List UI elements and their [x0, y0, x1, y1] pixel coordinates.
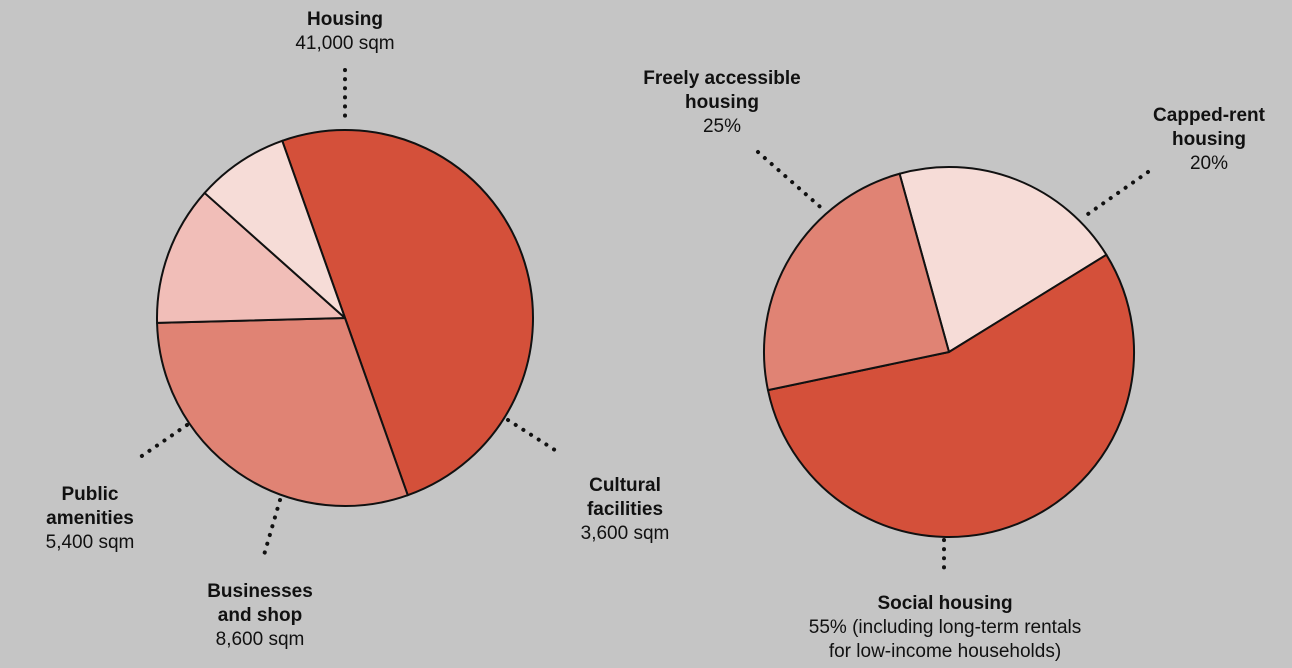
label-capped-rent-housing-name: Capped-rent housing [1153, 105, 1265, 150]
label-housing-name: Housing [307, 9, 383, 30]
label-cultural-facilities-value: 3,600 sqm [580, 523, 670, 544]
leader-lines [134, 68, 1150, 574]
pie-slice-housing [281, 129, 534, 497]
pie-slice-cultural-facilities [156, 317, 409, 507]
label-cultural-facilities-name: Cultural facilities [586, 475, 664, 520]
pie-chart-housing-mix [763, 166, 1135, 538]
leader-cultural-facilities [506, 418, 560, 454]
label-freely-accessible-housing-name: Freely accessible housing [643, 68, 801, 113]
pie-slice-capped-rent-housing [898, 166, 1108, 353]
label-housing-value: 41,000 sqm [295, 33, 395, 54]
label-cultural-facilities: Cultural facilities 3,600 sqm [555, 474, 695, 546]
leader-public-amenities [134, 423, 189, 462]
leader-businesses-and-shop [262, 498, 282, 557]
pie-chart-floor-area [156, 129, 534, 507]
pie-slice-public-amenities [203, 139, 346, 319]
label-businesses-and-shop-value: 8,600 sqm [215, 629, 305, 650]
label-public-amenities: Public amenities 5,400 sqm [20, 483, 160, 555]
label-businesses-and-shop-name: Businesses and shop [207, 581, 313, 626]
label-public-amenities-name: Public amenities [46, 484, 134, 529]
label-freely-accessible-housing: Freely accessible housing 25% [612, 67, 832, 139]
pie-slice-businesses-and-shop [156, 191, 346, 324]
label-housing: Housing 41,000 sqm [270, 8, 420, 56]
pie-slice-freely-accessible-housing [763, 172, 950, 392]
label-social-housing-name: Social housing [877, 593, 1013, 614]
label-public-amenities-value: 5,400 sqm [45, 532, 135, 553]
leader-freely-accessible-housing [756, 150, 828, 214]
label-capped-rent-housing: Capped-rent housing 20% [1134, 104, 1284, 176]
label-businesses-and-shop: Businesses and shop 8,600 sqm [185, 580, 335, 652]
pie-slice-social-housing [766, 253, 1135, 538]
label-social-housing: Social housing 55% (including long-term … [765, 592, 1125, 664]
label-freely-accessible-housing-value: 25% [702, 116, 742, 137]
leader-capped-rent-housing [1086, 170, 1150, 216]
label-social-housing-value: 55% (including long-term rentals for low… [808, 617, 1082, 662]
label-capped-rent-housing-value: 20% [1189, 153, 1229, 174]
